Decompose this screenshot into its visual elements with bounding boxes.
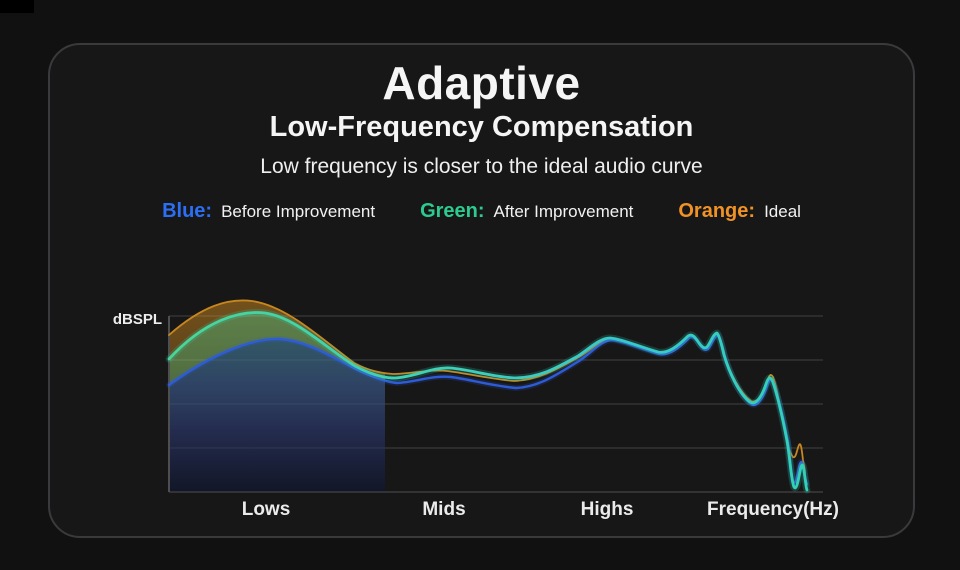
x-tick-mids: Mids [422,499,466,520]
x-axis-label: Frequency(Hz) [707,499,839,520]
legend-key-orange: Orange: [678,200,756,223]
page-tagline: Low frequency is closer to the ideal aud… [260,155,703,179]
legend-key-blue: Blue: [162,200,213,223]
legend-key-green: Green: [420,200,485,223]
page-title: Adaptive [382,57,581,109]
heading-block: Adaptive Low-Frequency Compensation Low … [48,43,915,223]
x-tick-lows: Lows [241,499,291,520]
legend-item-after: Green: After Improvement [420,200,633,223]
legend-item-before: Blue: Before Improvement [162,200,375,223]
legend: Blue: Before Improvement Green: After Im… [48,200,915,223]
legend-label-ideal: Ideal [764,202,801,222]
legend-label-after: After Improvement [493,202,634,222]
page-subtitle: Low-Frequency Compensation [269,111,694,144]
x-tick-highs: Highs [580,499,634,520]
legend-label-before: Before Improvement [221,202,376,222]
top-left-screen-artifact [0,0,34,13]
legend-item-ideal: Orange: Ideal [678,200,801,223]
y-axis-label: dBSPL [112,311,162,328]
